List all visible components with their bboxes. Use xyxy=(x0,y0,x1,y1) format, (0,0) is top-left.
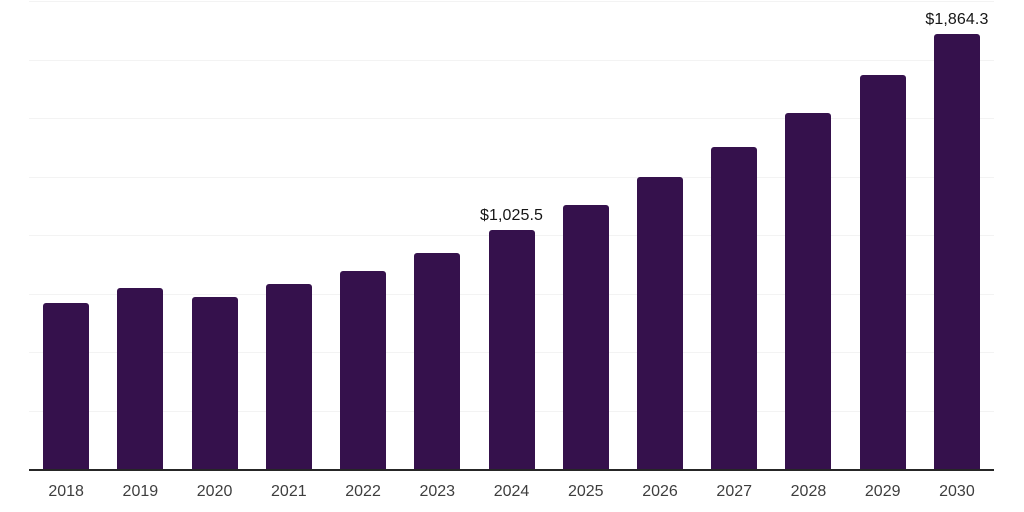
bar-2030[interactable] xyxy=(933,33,980,470)
x-tick-label-2028: 2028 xyxy=(790,483,827,500)
bar-2024[interactable] xyxy=(488,230,535,470)
bar-2027[interactable] xyxy=(711,146,758,470)
plot-area: $1,025.5 $1,864.3 xyxy=(29,1,994,471)
bar-2019[interactable] xyxy=(117,287,164,470)
bar-cell-2018 xyxy=(29,2,103,470)
bar-cell-2023 xyxy=(400,2,474,470)
bar-cell-2022 xyxy=(326,2,400,470)
gridline xyxy=(29,1,994,2)
x-tick-label-2029: 2029 xyxy=(864,483,901,500)
bar-2018[interactable] xyxy=(43,302,90,470)
bar-cell-2025 xyxy=(549,2,623,470)
gridline xyxy=(29,59,994,61)
bar-2025[interactable] xyxy=(562,204,609,470)
bar-cell-2024: $1,025.5 xyxy=(474,2,548,470)
bar-2022[interactable] xyxy=(340,271,387,470)
x-tick-label-2027: 2027 xyxy=(716,483,753,500)
bar-cell-2021 xyxy=(252,2,326,470)
bar-2028[interactable] xyxy=(785,113,832,470)
bars-row: $1,025.5 $1,864.3 xyxy=(29,2,994,470)
x-axis-labels: 2018 2019 2020 2021 2022 2023 2024 2025 2026 2027… xyxy=(29,482,994,501)
bar-cell-2020 xyxy=(177,2,251,470)
gridline xyxy=(29,176,994,178)
x-axis-line xyxy=(29,469,994,471)
gridline xyxy=(29,118,994,119)
bar-cell-2026 xyxy=(623,2,697,470)
x-tick-label-2025: 2025 xyxy=(567,483,604,500)
x-tick-label-2022: 2022 xyxy=(345,483,381,500)
x-tick-label-2021: 2021 xyxy=(271,483,307,500)
bar-2026[interactable] xyxy=(636,177,683,470)
bar-cell-2019 xyxy=(103,2,177,470)
x-tick-label-2018: 2018 xyxy=(48,483,84,500)
bar-cell-2028 xyxy=(771,2,845,470)
x-tick-label-2020: 2020 xyxy=(196,483,233,500)
bar-value-label-2024: $1,025.5 xyxy=(479,207,544,225)
x-tick-label-2024: 2024 xyxy=(493,483,530,500)
bar-2021[interactable] xyxy=(265,284,312,470)
x-tick-label-2030: 2030 xyxy=(939,483,975,500)
x-tick-label-2019: 2019 xyxy=(122,483,159,500)
bar-2023[interactable] xyxy=(414,253,461,470)
bar-2020[interactable] xyxy=(191,296,238,470)
x-tick-label-2023: 2023 xyxy=(419,483,456,500)
bar-cell-2029 xyxy=(846,2,920,470)
bar-2029[interactable] xyxy=(859,75,906,470)
bar-cell-2030: $1,864.3 xyxy=(920,2,994,470)
bar-value-label-2030: $1,864.3 xyxy=(925,10,989,28)
bar-cell-2027 xyxy=(697,2,771,470)
x-tick-label-2026: 2026 xyxy=(642,483,678,500)
